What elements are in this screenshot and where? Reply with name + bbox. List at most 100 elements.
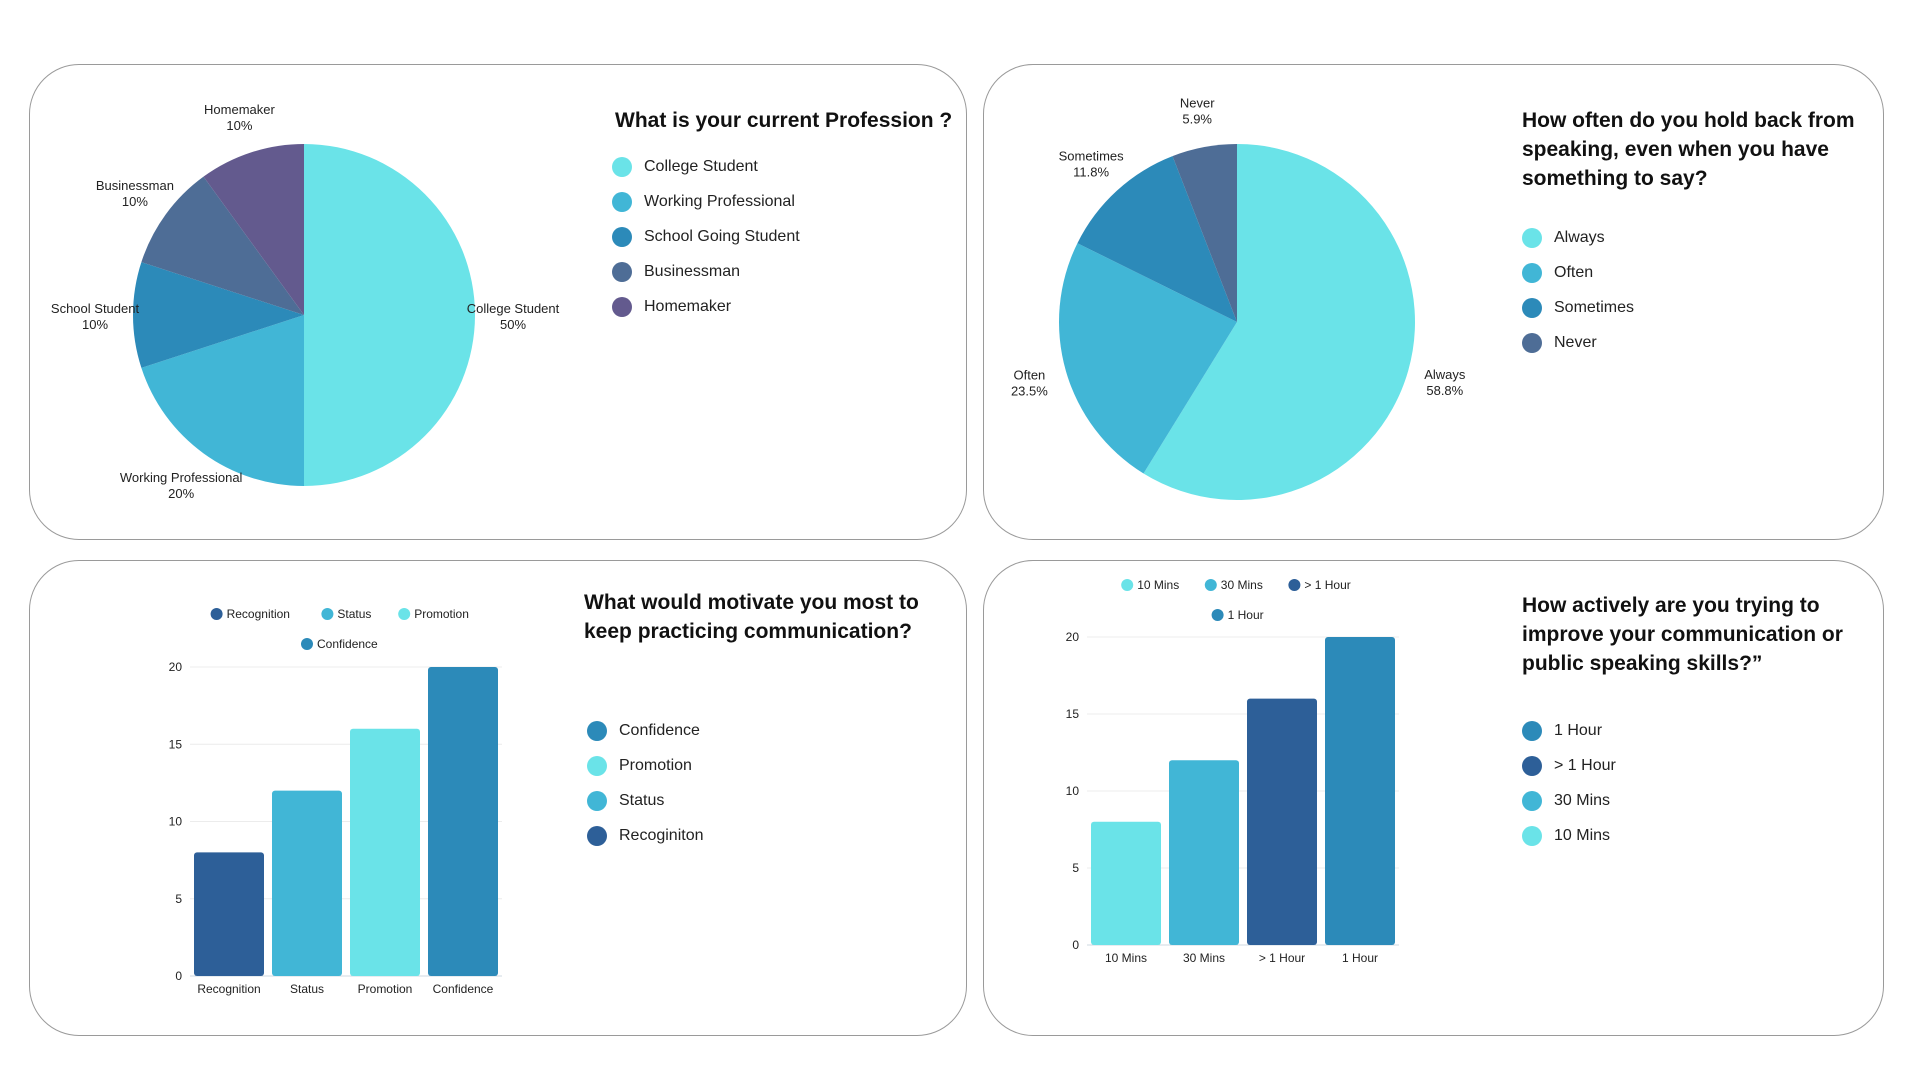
pie-slice-college-student[interactable] (304, 144, 475, 486)
legend-label: Working Professional (644, 192, 795, 210)
legend-item: Never (1522, 325, 1634, 360)
legend-item: 30 Mins (1522, 783, 1616, 818)
pie-data-label: College Student 50% (467, 301, 560, 332)
y-tick-label: 15 (1066, 707, 1080, 721)
bar-10-mins[interactable] (1091, 821, 1161, 945)
legend-label: Recoginiton (619, 826, 704, 844)
legend-label: Promotion (619, 756, 692, 774)
bar-1-hour[interactable] (1325, 637, 1395, 945)
top-legend-swatch-icon (301, 638, 313, 650)
legend-item: Businessman (612, 254, 800, 289)
bar-recognition[interactable] (194, 852, 264, 976)
top-legend-label: Promotion (414, 607, 469, 621)
chart-title-profession: What is your current Profession ? (615, 109, 953, 132)
practice-time-card (983, 560, 1884, 1036)
bar-promotion[interactable] (350, 728, 420, 976)
legend-item: 10 Mins (1522, 818, 1616, 853)
bar-30-mins[interactable] (1169, 760, 1239, 945)
legend-label: Always (1554, 228, 1605, 246)
top-legend-label: 1 Hour (1228, 608, 1264, 622)
pie-data-label: Often 23.5% (1011, 368, 1048, 399)
top-legend-swatch-icon (1204, 579, 1217, 591)
pie-slice-school-student[interactable] (133, 262, 304, 368)
top-legend-swatch-icon (1288, 579, 1301, 591)
top-legend-swatch-icon (1121, 579, 1134, 591)
pie-slice-homemaker[interactable] (203, 144, 304, 315)
legend-item: Working Professional (612, 184, 800, 219)
top-legend-label: 30 Mins (1221, 578, 1263, 592)
y-tick-label: 0 (1072, 938, 1079, 952)
legend-swatch-icon (1522, 825, 1542, 846)
x-tick-label: 1 Hour (1342, 951, 1378, 965)
bar-status[interactable] (272, 790, 342, 976)
pie-slice-always[interactable] (1143, 144, 1415, 500)
legend-item: Sometimes (1522, 290, 1634, 325)
x-tick-label: Status (290, 982, 324, 996)
legend-item: Status (587, 783, 704, 818)
top-legend-swatch-icon (321, 608, 334, 620)
legend-swatch-icon (1522, 297, 1542, 318)
legend-swatch-icon (587, 790, 607, 811)
x-tick-label: Confidence (433, 982, 494, 996)
legend-item: School Going Student (612, 219, 800, 254)
x-tick-label: > 1 Hour (1259, 951, 1305, 965)
y-tick-label: 0 (175, 969, 182, 983)
legend-swatch-icon (1522, 227, 1542, 248)
y-tick-label: 5 (175, 892, 182, 906)
pie-slice-businessman[interactable] (141, 176, 304, 315)
legend-label: Sometimes (1554, 298, 1635, 316)
pie-slice-sometimes[interactable] (1077, 156, 1237, 322)
pie-data-label: Never 5.9% (1180, 96, 1215, 127)
y-tick-label: 10 (1066, 784, 1080, 798)
legend-item: Recoginiton (587, 818, 704, 853)
legend-swatch-icon (1522, 790, 1542, 811)
chart-title-hold-back: How often do you hold back from speaking… (1522, 109, 1855, 190)
pie-slice-working-professional[interactable] (141, 315, 304, 486)
pie-data-label: School Student 10% (51, 301, 140, 332)
pie-slice-often[interactable] (1059, 243, 1237, 474)
x-tick-label: 10 Mins (1105, 951, 1147, 965)
bar-confidence[interactable] (428, 667, 498, 976)
pie-data-label: Always 58.8% (1424, 367, 1466, 398)
top-legend-label: 10 Mins (1137, 578, 1179, 592)
legend-swatch-icon (1522, 720, 1542, 741)
top-legend-label: Status (337, 607, 371, 621)
legend-swatch-icon (612, 296, 632, 317)
pie-data-label: Businessman 10% (96, 178, 174, 209)
pie-slice-never[interactable] (1172, 144, 1237, 322)
legend-practice: 1 Hour > 1 Hour 30 Mins 10 Mins (1522, 713, 1616, 853)
top-legend-swatch-icon (398, 608, 411, 620)
pie-data-label: Homemaker 10% (204, 102, 275, 133)
legend-item: 1 Hour (1522, 713, 1616, 748)
legend-swatch-icon (587, 825, 607, 846)
legend-profession: College Student Working Professional Schoo… (612, 149, 800, 324)
top-legend-swatch-icon (210, 608, 223, 620)
pie-data-label: Working Professional 20% (120, 470, 243, 501)
x-tick-label: Recognition (197, 982, 260, 996)
bar--1-hour[interactable] (1247, 698, 1317, 945)
legend-item: Confidence (587, 713, 704, 748)
chart-title-motivation: What would motivate you most to keep pra… (584, 591, 919, 643)
legend-label: Businessman (644, 262, 741, 280)
x-tick-label: 30 Mins (1183, 951, 1225, 965)
y-tick-label: 20 (1066, 630, 1080, 644)
legend-label: College Student (644, 157, 758, 175)
top-legend-label: Recognition (227, 607, 290, 621)
legend-item: College Student (612, 149, 800, 184)
legend-swatch-icon (1522, 262, 1542, 283)
pie-data-label: Sometimes 11.8% (1059, 149, 1125, 180)
legend-label: Often (1554, 263, 1594, 281)
legend-swatch-icon (1522, 755, 1542, 776)
y-tick-label: 20 (169, 660, 183, 674)
y-tick-label: 15 (169, 737, 183, 751)
legend-label: 1 Hour (1554, 721, 1603, 739)
legend-item: Always (1522, 220, 1634, 255)
legend-label: Status (619, 791, 665, 809)
chart-title-practice: How actively are you trying to improve y… (1522, 594, 1843, 675)
legend-label: School Going Student (644, 227, 800, 245)
legend-label: 30 Mins (1554, 791, 1611, 809)
x-tick-label: Promotion (358, 982, 413, 996)
legend-hold-back: Always Often Sometimes Never (1522, 220, 1634, 360)
legend-motivation: Confidence Promotion Status Recoginiton (587, 713, 704, 853)
